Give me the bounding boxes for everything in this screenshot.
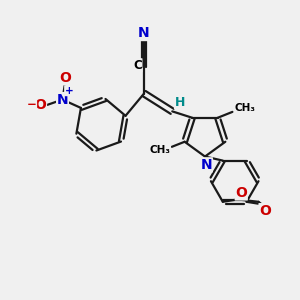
- Text: O: O: [235, 186, 247, 200]
- Text: N: N: [138, 26, 150, 40]
- Text: O: O: [59, 70, 71, 85]
- Text: N: N: [201, 158, 212, 172]
- Text: +: +: [65, 86, 74, 96]
- Text: C: C: [133, 59, 142, 72]
- Text: O: O: [259, 204, 271, 218]
- Text: −: −: [27, 98, 37, 111]
- Text: CH₃: CH₃: [234, 103, 255, 113]
- Text: N: N: [57, 93, 68, 106]
- Text: H: H: [175, 96, 185, 109]
- Text: CH₃: CH₃: [149, 145, 170, 155]
- Text: O: O: [34, 98, 46, 112]
